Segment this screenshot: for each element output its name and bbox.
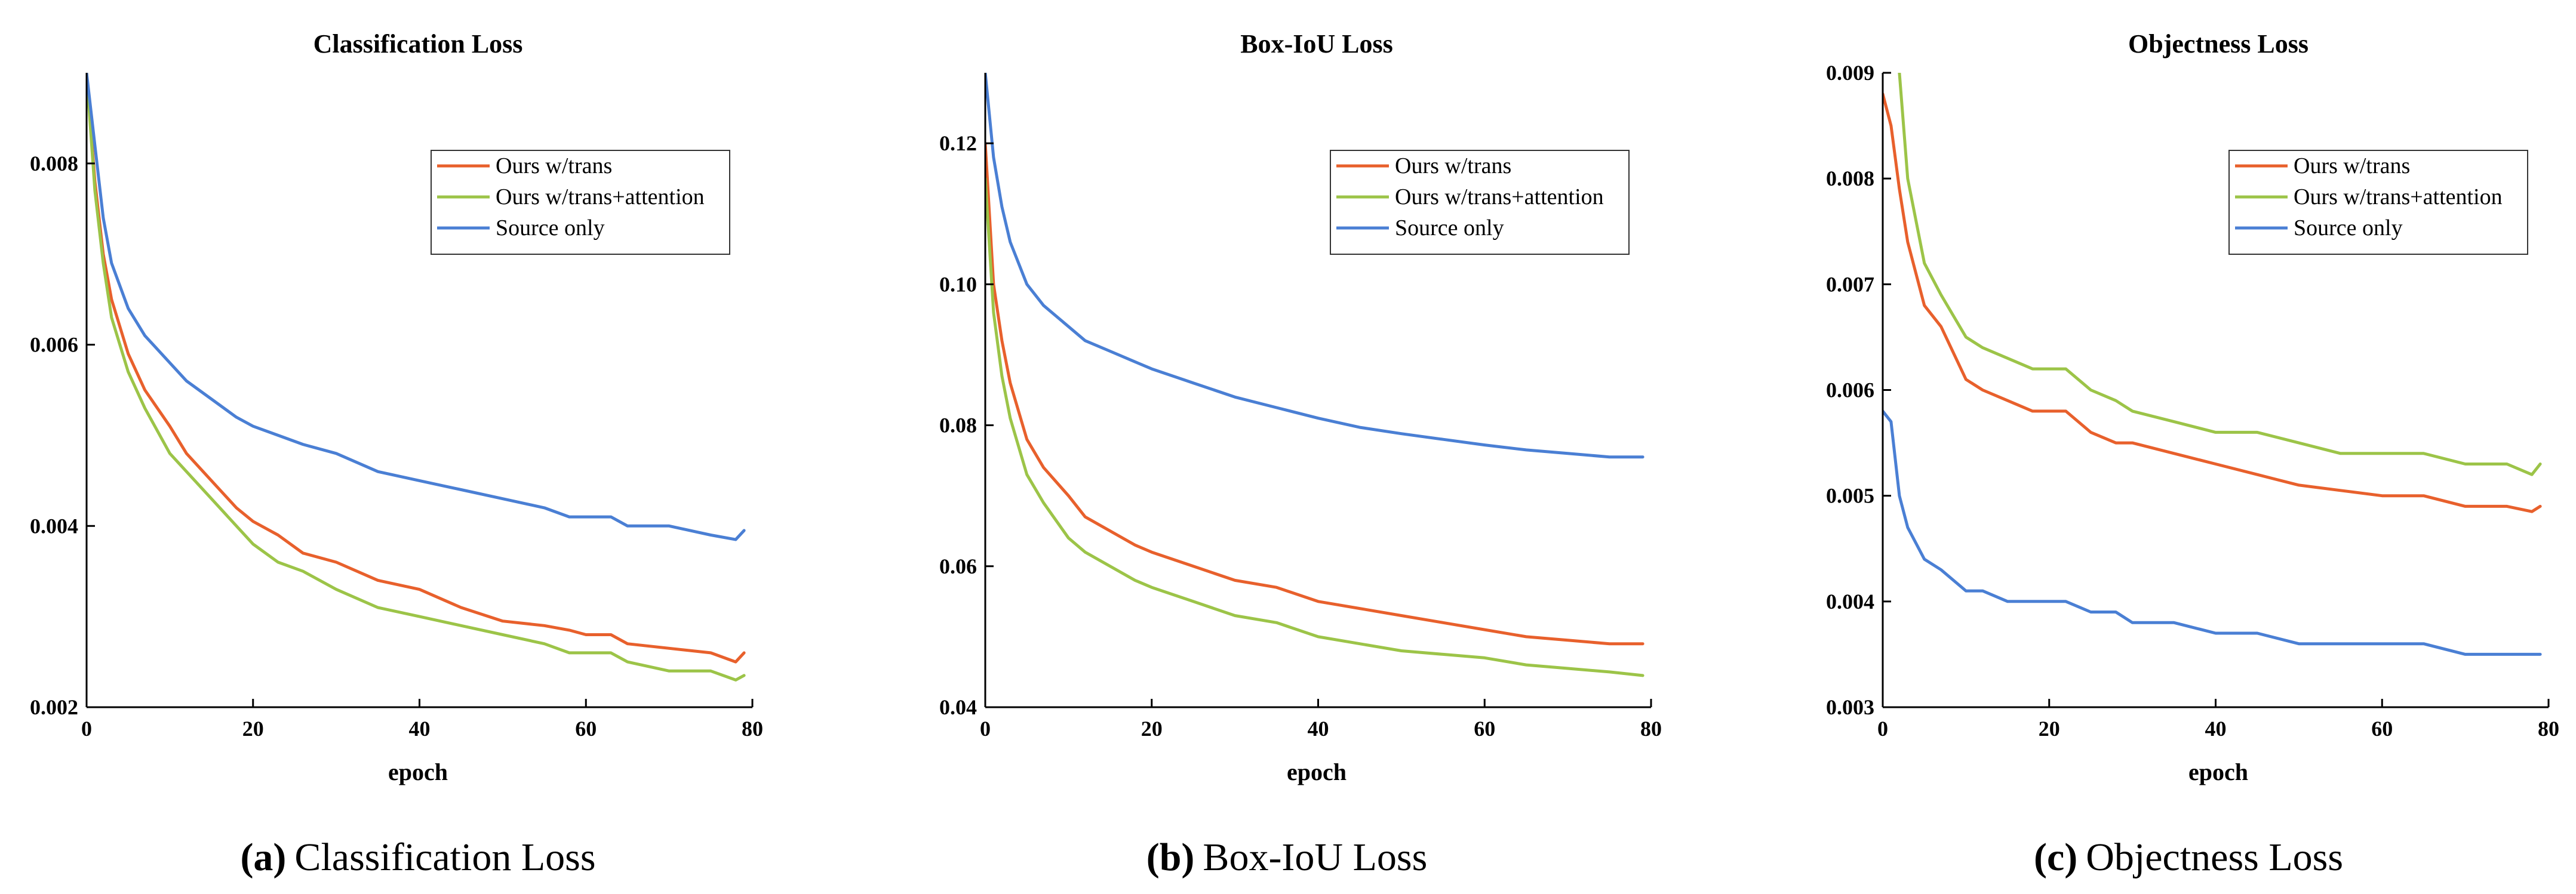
chart-title: Objectness Loss [2128, 29, 2308, 58]
x-tick-label: 80 [1640, 717, 1662, 741]
series-line-attention [985, 177, 1644, 677]
y-tick-label: 0.04 [939, 695, 977, 719]
y-tick-label: 0.004 [30, 514, 78, 538]
y-tick-label: 0.007 [1826, 272, 1874, 296]
legend: Ours w/trans Ours w/trans+attention Source… [431, 150, 730, 255]
legend-box [431, 150, 730, 255]
series-line-trans [985, 141, 1644, 646]
y-tick-label: 0.008 [1826, 167, 1874, 190]
x-axis-label: epoch [388, 759, 448, 785]
y-tick-label: 0.008 [30, 152, 78, 175]
legend-box [2228, 150, 2528, 255]
series-line-attention [1898, 73, 2542, 476]
y-tick-label: 0.002 [30, 695, 78, 719]
series-line-trans [87, 73, 746, 664]
plot-area-classification: 0 20 40 60 80 0.002 0.004 0.006 0.008 Ours w/tran… [30, 73, 763, 741]
x-tick-label: 60 [1474, 717, 1495, 741]
caption-text: Box-IoU Loss [1203, 836, 1427, 879]
y-tick-label: 0.006 [1826, 378, 1874, 402]
legend-label: Source only [1395, 215, 1504, 241]
series-line-attention [87, 73, 746, 682]
x-tick-label: 20 [2039, 717, 2060, 741]
subfigure-caption: (c) Objectness Loss [2034, 836, 2343, 879]
legend-box [1330, 150, 1630, 255]
caption-label: (b) [1146, 836, 1195, 879]
caption-text: Objectness Loss [2086, 836, 2343, 879]
caption-text: Classification Loss [294, 836, 595, 879]
legend: Ours w/trans Ours w/trans+attention Source… [2228, 150, 2528, 255]
y-tick-label: 0.06 [939, 554, 977, 578]
chart-title: Box-IoU Loss [1240, 29, 1393, 58]
y-tick-label: 0.003 [1826, 695, 1874, 719]
x-tick-label: 60 [575, 717, 597, 741]
y-tick-label: 0.004 [1826, 590, 1874, 614]
subfigure-caption: (a) Classification Loss [240, 836, 595, 879]
x-tick-label: 20 [1141, 717, 1163, 741]
legend-label: Source only [496, 215, 605, 241]
panel-classification-loss: Classification Loss 0 20 40 60 800.0020.0040… [30, 29, 763, 879]
y-tick-label: 0.08 [939, 414, 977, 437]
series-line-source [985, 73, 1644, 459]
y-tick-label: 0.12 [939, 131, 977, 155]
y-tick-label: 0.10 [939, 272, 977, 296]
series-line-trans [1883, 92, 2542, 513]
plot-area-box-iou: 0 20 40 60 80 0.04 0.06 0.08 0.10 0.12 Ours w/tran… [939, 73, 1662, 741]
x-axis-label: epoch [1287, 759, 1347, 785]
legend-label: Ours w/trans [2294, 153, 2410, 178]
legend-label: Source only [2294, 215, 2403, 241]
y-tick-label: 0.006 [30, 333, 78, 357]
y-tick-label: 0.009 [1826, 61, 1874, 85]
panel-objectness-loss: Objectness Loss 0 20 40 60 80 0.003 0.004 0.005… [1826, 29, 2559, 879]
panel-box-iou-loss: Box-IoU Loss 0 20 40 60 80 0.04 0.06 0.08 0.10 0.… [939, 29, 1662, 879]
legend-label: Ours w/trans+attention [496, 184, 705, 209]
chart-title: Classification Loss [313, 29, 523, 58]
series-line-source [1883, 409, 2542, 656]
legend-label: Ours w/trans [1395, 153, 1511, 178]
x-tick-label: 0 [980, 717, 991, 741]
plot-area-objectness: 0 20 40 60 80 0.003 0.004 0.005 0.006 0.007 0.008 0… [1826, 61, 2559, 741]
x-tick-label: 40 [1308, 717, 1329, 741]
x-tick-label: 80 [2538, 717, 2559, 741]
x-tick-label: 80 [742, 717, 763, 741]
subfigure-caption: (b) Box-IoU Loss [1146, 836, 1428, 879]
y-tick-label: 0.005 [1826, 484, 1874, 508]
legend-label: Ours w/trans [496, 153, 612, 178]
legend-label: Ours w/trans+attention [2294, 184, 2503, 209]
x-tick-label: 0 [81, 717, 92, 741]
x-tick-label: 60 [2371, 717, 2393, 741]
caption-label: (c) [2034, 836, 2077, 879]
x-tick-label: 0 [1877, 717, 1888, 741]
series-line-source [87, 73, 746, 541]
legend: Ours w/trans Ours w/trans+attention Source… [1330, 150, 1630, 255]
x-axis-label: epoch [2188, 759, 2248, 785]
legend-label: Ours w/trans+attention [1395, 184, 1604, 209]
caption-label: (a) [240, 836, 286, 879]
x-tick-label: 20 [242, 717, 264, 741]
x-tick-label: 40 [409, 717, 431, 741]
x-tick-label: 40 [2205, 717, 2227, 741]
